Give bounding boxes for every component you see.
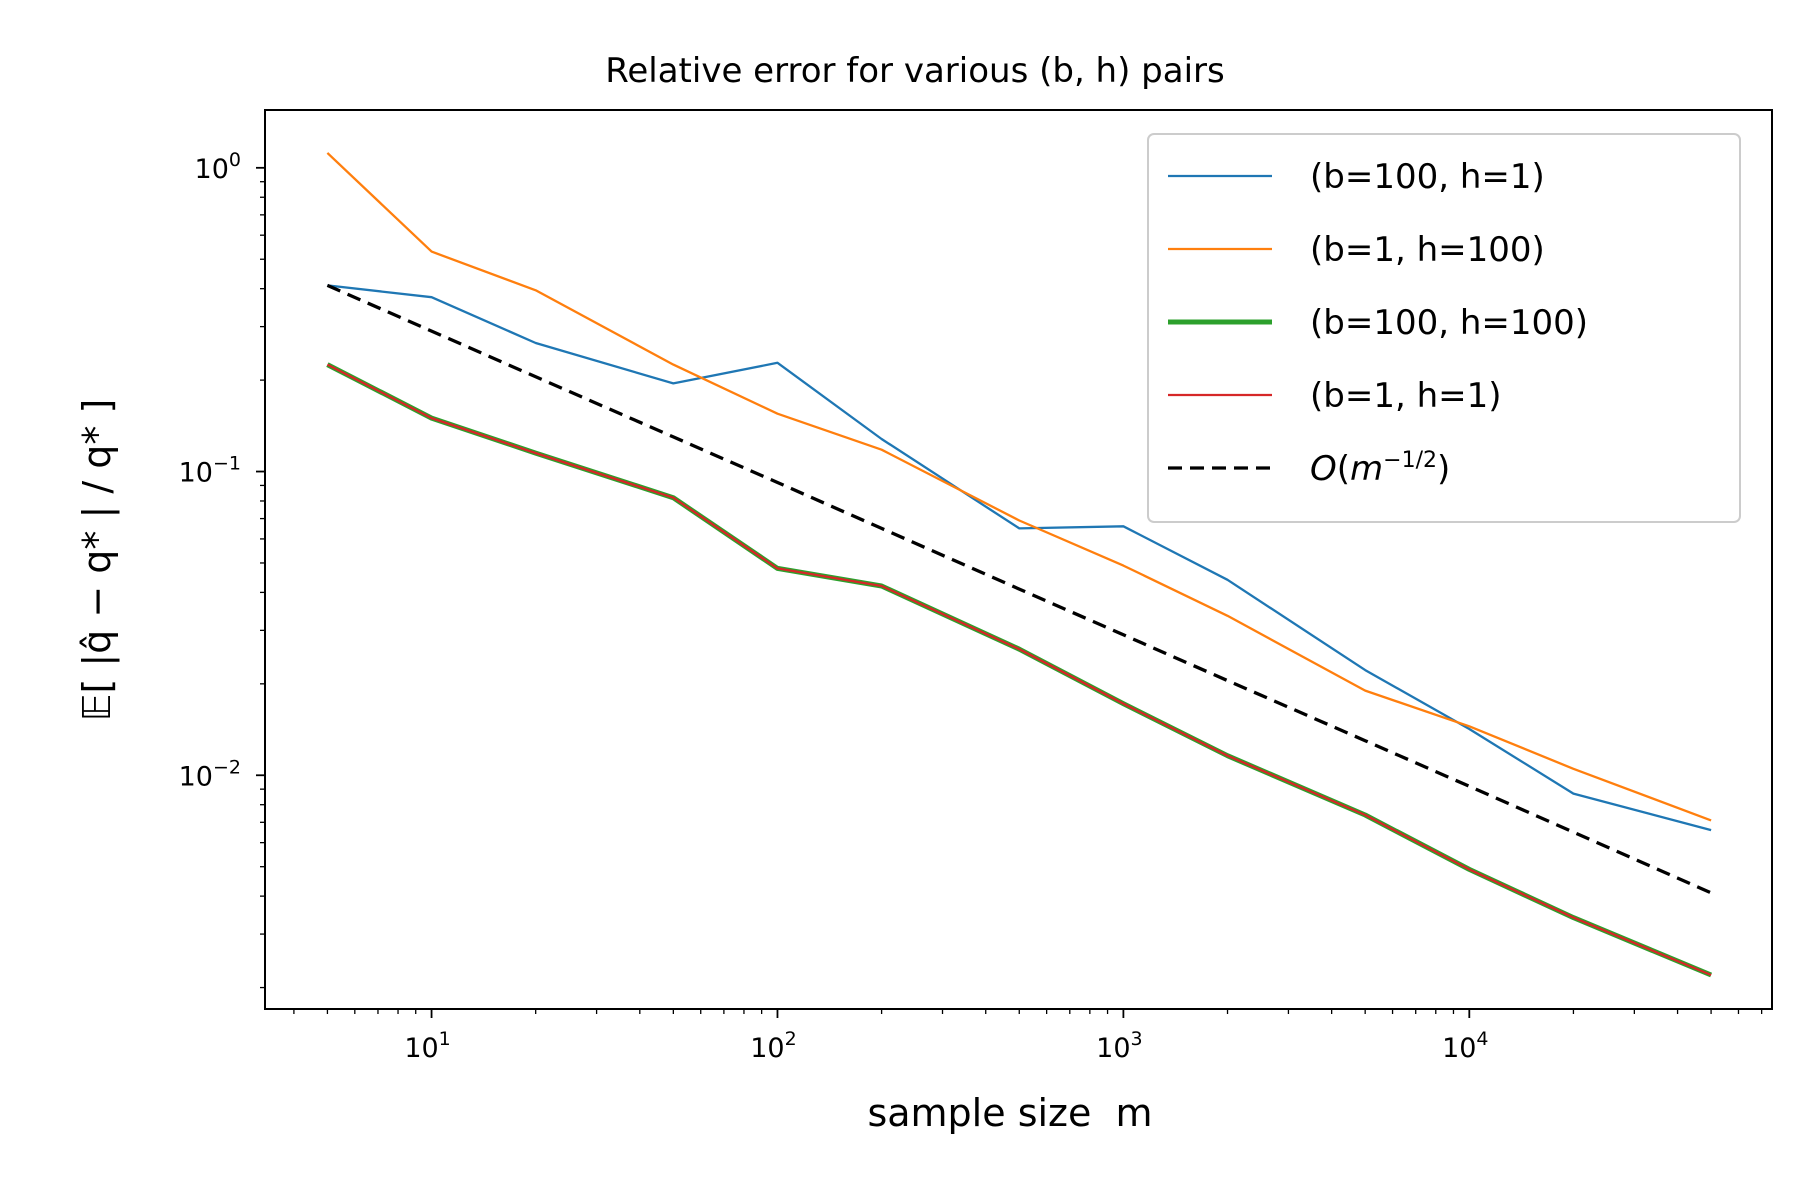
legend-box xyxy=(1147,133,1741,523)
legend-label-0: (b=100, h=1) xyxy=(1310,157,1545,197)
y-axis-label-text: 𝔼[ |q̂ − q* | / q* ] xyxy=(75,399,120,722)
legend-label-4: O(m−1/2) xyxy=(1310,448,1450,489)
legend-label-1: (b=1, h=100) xyxy=(1310,230,1545,270)
x-axis-label-text: sample size m xyxy=(867,1091,1152,1135)
series-layer xyxy=(326,152,1713,978)
legend: (b=100, h=1) (b=1, h=100) (b=100, h=100) (b… xyxy=(1147,133,1741,523)
x-axis-label: sample size m xyxy=(867,1091,1152,1135)
legend-label-3: (b=1, h=1) xyxy=(1310,376,1502,416)
x-tick-label: 102 xyxy=(750,1028,796,1064)
x-axis: 101 102 103 104 xyxy=(293,1009,1763,1064)
x-tick-label: 103 xyxy=(1096,1028,1142,1064)
y-tick-label: 10−1 xyxy=(179,453,241,489)
y-axis-label: 𝔼[ |q̂ − q* | / q* ] xyxy=(75,399,120,722)
series-line-1 xyxy=(326,152,1712,822)
series-line-4 xyxy=(326,283,1712,895)
x-tick-label: 104 xyxy=(1442,1028,1488,1064)
plot-frame xyxy=(264,109,1773,1010)
y-tick-label: 100 xyxy=(195,149,241,185)
chart-title: Relative error for various (b, h) pairs xyxy=(605,51,1225,91)
y-axis: 100 10−1 10−2 xyxy=(179,149,265,989)
series-line-3 xyxy=(326,363,1712,977)
legend-label-2: (b=100, h=100) xyxy=(1310,303,1588,343)
x-tick-label: 101 xyxy=(404,1028,450,1064)
series-line-0 xyxy=(327,284,1712,832)
y-tick-label: 10−2 xyxy=(179,756,241,792)
